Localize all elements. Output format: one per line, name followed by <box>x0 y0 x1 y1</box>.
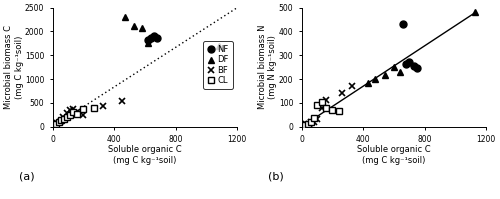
Text: (b): (b) <box>268 172 284 182</box>
Legend: NF, DF, BF, CL: NF, DF, BF, CL <box>204 41 233 89</box>
X-axis label: Soluble organic C
(mg C kg⁻¹soil): Soluble organic C (mg C kg⁻¹soil) <box>357 145 431 165</box>
Text: (a): (a) <box>20 172 35 182</box>
Y-axis label: Microbial biomass C
(mg C kg⁻¹soil): Microbial biomass C (mg C kg⁻¹soil) <box>4 25 24 109</box>
X-axis label: Soluble organic C
(mg C kg⁻¹soil): Soluble organic C (mg C kg⁻¹soil) <box>108 145 182 165</box>
Y-axis label: Microbial biomass N
(mg N kg⁻¹soil): Microbial biomass N (mg N kg⁻¹soil) <box>258 25 278 109</box>
